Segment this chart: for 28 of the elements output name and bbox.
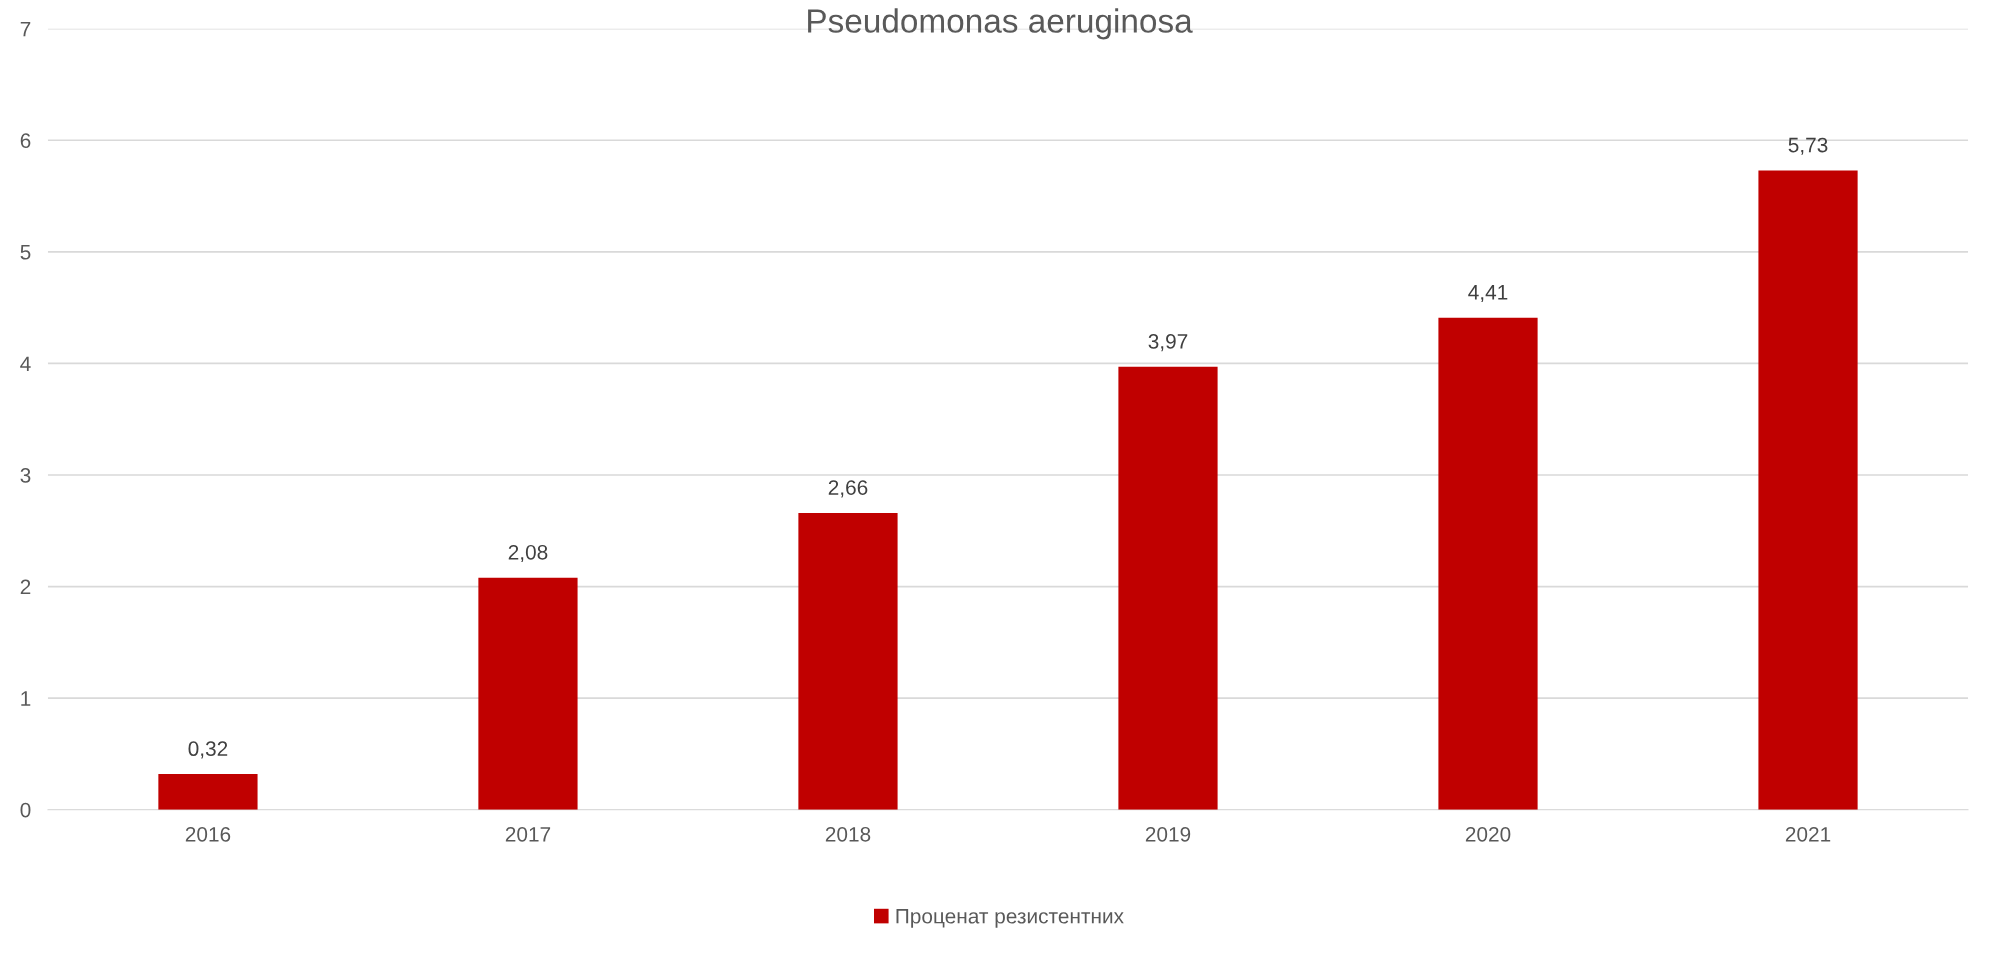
y-tick-label: 0 [20, 802, 31, 818]
x-tick-label: 2019 [1145, 826, 1191, 842]
x-tick-label: 2017 [505, 826, 551, 842]
y-tick-label: 3 [20, 468, 31, 483]
bar [798, 512, 898, 810]
y-tick-label: 7 [20, 21, 31, 37]
data-label: 0,32 [188, 741, 228, 759]
bar [478, 577, 578, 810]
y-tick-label: 4 [20, 356, 31, 371]
data-label: 2,66 [828, 480, 868, 498]
x-tick-label: 2016 [185, 826, 231, 842]
bar [158, 774, 258, 810]
bar [1118, 366, 1218, 810]
x-tick-label: 2021 [1785, 826, 1831, 842]
x-tick-label: 2020 [1465, 826, 1511, 842]
x-tick-label: 2018 [825, 826, 871, 842]
legend-label: Проценат резистентних [896, 909, 1124, 928]
y-tick-label: 5 [20, 245, 31, 260]
data-label: 5,73 [1788, 137, 1828, 155]
data-label: 2,08 [508, 544, 548, 563]
chart-title: Pseudomonas aeruginosa [808, 8, 1193, 40]
bar [1758, 170, 1858, 810]
y-tick-label: 1 [21, 691, 31, 706]
bar [1438, 317, 1538, 810]
y-tick-label: 2 [20, 579, 31, 595]
y-tick-label: 6 [20, 133, 31, 149]
data-label: 3,97 [1148, 334, 1188, 352]
data-label: 4,41 [1468, 285, 1508, 303]
